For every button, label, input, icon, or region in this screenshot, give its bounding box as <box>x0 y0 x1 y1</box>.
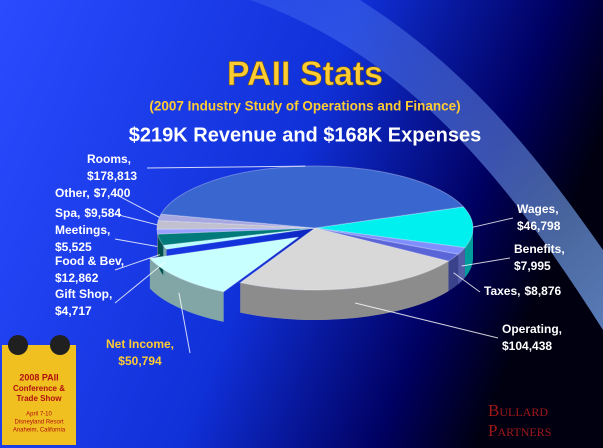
leader-line <box>178 292 191 354</box>
leader-line <box>114 193 160 218</box>
logo-text: Disneyland Resort <box>14 420 63 426</box>
pie <box>148 165 474 322</box>
logo-text: Trade Show <box>17 394 63 403</box>
labels: Wages, $46,798 Benefits, $7,995 Taxes, $8,876… <box>55 152 565 368</box>
slice <box>314 227 460 262</box>
slice <box>239 227 450 291</box>
slice-side <box>149 258 224 322</box>
logo-ear <box>8 335 28 355</box>
leader-line <box>114 254 160 271</box>
logo-text: April 7-10 <box>26 412 52 418</box>
slice-side <box>458 247 465 285</box>
leader-line <box>453 272 481 293</box>
value-label: $7,400 <box>94 186 131 200</box>
show-logo: 2008 PAII Conference & Trade Show April … <box>2 335 76 445</box>
slice-side-shade <box>240 261 449 320</box>
category-label: Net Income, <box>106 337 174 351</box>
slice <box>314 206 474 249</box>
value-label: $178,813 <box>87 169 137 183</box>
slice <box>314 227 466 255</box>
swoosh <box>250 0 603 330</box>
value-label: $9,584 <box>84 206 121 220</box>
slice <box>157 227 316 246</box>
slice <box>148 236 299 293</box>
title: PAII Stats <box>227 55 383 93</box>
category-label: Meetings, <box>55 223 110 237</box>
value-label: $4,717 <box>55 304 92 318</box>
value-label: $8,876 <box>524 284 561 298</box>
slice <box>162 227 316 250</box>
slice <box>160 165 465 229</box>
heading: $219K Revenue and $168K Expenses <box>129 124 481 146</box>
value-label: $12,862 <box>55 271 99 285</box>
leader-line <box>461 257 511 267</box>
value-label: $104,438 <box>502 339 552 353</box>
leader-line <box>114 213 158 226</box>
value-label: $5,525 <box>55 240 92 254</box>
logo-text: 2008 PAII <box>19 372 58 382</box>
category-label: Spa, <box>55 206 80 220</box>
logo-ear <box>50 335 70 355</box>
leader-line <box>472 217 514 228</box>
slice-side-shade <box>458 247 465 285</box>
slice-side-shade <box>149 258 224 322</box>
data-label: Other, $7,400 <box>55 186 131 200</box>
slice-side <box>240 261 449 320</box>
leader-line <box>354 302 499 339</box>
logo-box <box>2 345 76 445</box>
slice-side-shade <box>448 254 459 292</box>
category-label: Operating, <box>502 322 562 336</box>
category-label: Benefits, <box>514 242 565 256</box>
category-label: Rooms, <box>87 152 131 166</box>
value-label: $46,798 <box>517 219 561 233</box>
leader-line <box>114 261 166 304</box>
slice-side <box>448 254 459 292</box>
value-label: $7,995 <box>514 259 551 273</box>
leader-line <box>146 165 306 169</box>
company-name: Bullard <box>488 401 548 420</box>
category-label: Food & Bev, <box>55 254 124 268</box>
category-label: Wages, <box>517 202 559 216</box>
logo-text: Conference & <box>13 384 65 393</box>
value-label: $50,794 <box>118 354 162 368</box>
category-label: Taxes, <box>484 284 520 298</box>
logo-text: Anaheim, California <box>13 428 66 434</box>
leader-line <box>114 238 158 248</box>
subtitle: (2007 Industry Study of Operations and F… <box>149 99 460 114</box>
company-name: Partners <box>488 421 551 440</box>
data-label: Spa, $9,584 <box>55 206 121 220</box>
category-label: Gift Shop, <box>55 287 112 301</box>
data-label: Taxes, $8,876 <box>484 284 561 298</box>
category-label: Other, <box>55 186 90 200</box>
slice <box>156 227 316 235</box>
